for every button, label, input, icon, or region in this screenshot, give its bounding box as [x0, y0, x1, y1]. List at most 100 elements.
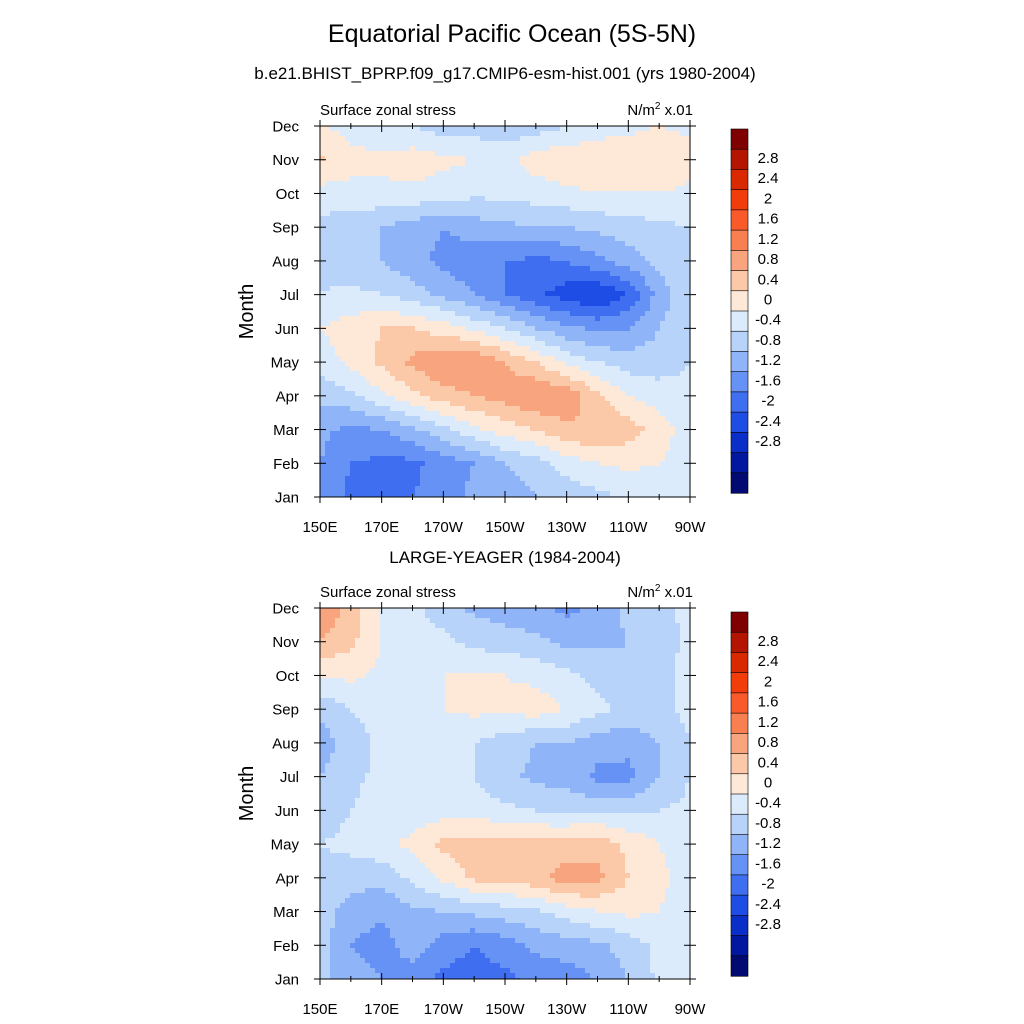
contour-cell	[390, 141, 396, 147]
contour-cell	[340, 336, 346, 342]
contour-cell	[585, 446, 591, 452]
contour-cell	[510, 351, 516, 357]
contour-cell	[400, 431, 406, 437]
contour-cell	[670, 171, 676, 177]
contour-cell	[410, 296, 416, 302]
contour-cell	[655, 441, 661, 447]
contour-cell	[680, 196, 686, 202]
contour-cell	[355, 311, 361, 317]
contour-cell	[470, 351, 476, 357]
contour-cell	[420, 176, 426, 182]
contour-cell	[610, 131, 616, 137]
contour-cell	[340, 296, 346, 302]
contour-cell	[600, 451, 606, 457]
contour-cell	[365, 416, 371, 422]
contour-cell	[655, 266, 661, 272]
contour-cell	[570, 151, 576, 157]
contour-cell	[575, 311, 581, 317]
contour-cell	[600, 191, 606, 197]
contour-cell	[340, 416, 346, 422]
contour-cell	[320, 421, 326, 427]
contour-cell	[490, 211, 496, 217]
contour-cell	[420, 351, 426, 357]
contour-cell	[590, 261, 596, 267]
contour-cell	[550, 441, 556, 447]
contour-cell	[350, 391, 356, 397]
contour-cell	[470, 161, 476, 167]
contour-cell	[630, 136, 636, 142]
contour-cell	[535, 196, 541, 202]
contour-cell	[665, 401, 671, 407]
contour-cell	[585, 346, 591, 352]
contour-cell	[375, 331, 381, 337]
contour-cell	[525, 426, 531, 432]
contour-cell	[320, 401, 326, 407]
contour-cell	[345, 326, 351, 332]
contour-cell	[340, 256, 346, 262]
contour-cell	[480, 391, 486, 397]
contour-cell	[445, 176, 451, 182]
contour-cell	[605, 206, 611, 212]
contour-cell	[665, 151, 671, 157]
contour-cell	[585, 246, 591, 252]
contour-cell	[575, 161, 581, 167]
contour-cell	[455, 291, 461, 297]
contour-cell	[380, 261, 386, 267]
contour-cell	[570, 336, 576, 342]
contour-cell	[395, 271, 401, 277]
contour-cell	[675, 376, 681, 382]
contour-cell	[620, 321, 626, 327]
contour-cell	[355, 126, 361, 132]
contour-cell	[605, 286, 611, 292]
contour-cell	[420, 431, 426, 437]
contour-cell	[450, 341, 456, 347]
contour-cell	[555, 266, 561, 272]
contour-cell	[520, 316, 526, 322]
contour-cell	[515, 236, 521, 242]
contour-cell	[435, 266, 441, 272]
contour-cell	[590, 356, 596, 362]
contour-cell	[535, 156, 541, 162]
contour-cell	[470, 191, 476, 197]
contour-cell	[350, 456, 356, 462]
contour-cell	[460, 451, 466, 457]
contour-cell	[365, 341, 371, 347]
contour-cell	[565, 401, 571, 407]
contour-cell	[505, 421, 511, 427]
contour-cell	[380, 346, 386, 352]
contour-cell	[535, 391, 541, 397]
contour-cell	[340, 136, 346, 142]
contour-cell	[650, 436, 656, 442]
contour-cell	[440, 416, 446, 422]
contour-cell	[605, 231, 611, 237]
contour-cell	[630, 331, 636, 337]
contour-cell	[425, 446, 431, 452]
contour-cell	[620, 226, 626, 232]
contour-cell	[515, 331, 521, 337]
contour-cell	[525, 141, 531, 147]
contour-cell	[615, 136, 621, 142]
contour-cell	[585, 401, 591, 407]
contour-cell	[545, 146, 551, 152]
contour-cell	[550, 416, 556, 422]
contour-cell	[320, 231, 326, 237]
contour-cell	[665, 166, 671, 172]
contour-cell	[620, 311, 626, 317]
contour-cell	[605, 441, 611, 447]
contour-cell	[425, 296, 431, 302]
contour-cell	[640, 236, 646, 242]
contour-cell	[400, 281, 406, 287]
contour-cell	[415, 126, 421, 132]
contour-cell	[525, 226, 531, 232]
contour-cell	[570, 176, 576, 182]
contour-cell	[615, 436, 621, 442]
contour-cell	[410, 416, 416, 422]
contour-cell	[575, 236, 581, 242]
contour-cell	[675, 456, 681, 462]
contour-cell	[375, 351, 381, 357]
contour-cell	[570, 326, 576, 332]
contour-cell	[505, 436, 511, 442]
contour-cell	[535, 396, 541, 402]
contour-cell	[585, 256, 591, 262]
contour-cell	[375, 451, 381, 457]
